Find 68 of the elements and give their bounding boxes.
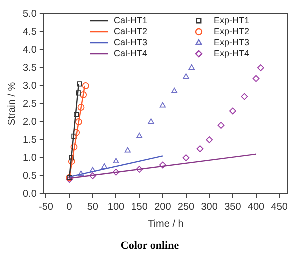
text: Color online (120, 240, 180, 252)
point (182, 154, 190, 162)
point (188, 64, 195, 70)
y-tick-label: 1.0 (22, 152, 38, 164)
point (73, 129, 80, 136)
y-tick-label: 2.5 (22, 98, 38, 110)
point (113, 158, 120, 164)
y-tick-label: 1.5 (22, 134, 38, 146)
legend-label: Exp-HT1 (214, 15, 250, 26)
legend-label: Exp-HT3 (214, 37, 250, 48)
point (218, 122, 225, 130)
point (90, 167, 96, 173)
point (241, 93, 248, 100)
point (78, 170, 84, 176)
y-tick-label: 2.0 (22, 116, 38, 128)
point (136, 166, 144, 173)
point (80, 92, 88, 98)
x-tick-label: 100 (108, 202, 126, 213)
x-tick-label: 50 (87, 202, 99, 213)
point (72, 134, 77, 139)
point (76, 90, 82, 96)
point (69, 155, 74, 161)
y-tick-label: 5.0 (22, 8, 38, 20)
point (183, 74, 190, 79)
point (148, 118, 154, 124)
point (159, 162, 166, 169)
y-tick-label: 3.5 (22, 62, 38, 74)
point (74, 112, 80, 118)
y-tick-label: 4.0 (22, 44, 38, 56)
x-tick-label: 250 (178, 202, 196, 213)
y-axis-title: Strain / % (6, 82, 18, 126)
x-tick-label: 300 (201, 202, 218, 213)
point (136, 132, 143, 138)
point (78, 104, 85, 112)
point (229, 108, 236, 115)
x-tick-label: 450 (271, 202, 288, 213)
point (196, 146, 204, 152)
point (70, 144, 78, 151)
point (172, 88, 178, 94)
x-axis-title: Time / h (148, 218, 184, 230)
x-tick-label: 400 (248, 202, 266, 213)
point (257, 64, 264, 72)
x-tick-label: 200 (154, 202, 172, 213)
point (112, 168, 120, 176)
point (206, 136, 214, 144)
y-tick-label: 4.5 (22, 26, 38, 38)
point (124, 147, 131, 153)
point (89, 172, 96, 180)
point (102, 164, 108, 169)
point (82, 82, 90, 90)
legend-label: Cal-HT4 (114, 48, 148, 58)
point (77, 82, 82, 87)
x-tick-label: 0 (66, 202, 73, 213)
point (68, 158, 76, 166)
legend-label: Exp-HT4 (214, 48, 250, 58)
legend-label: Cal-HT2 (114, 26, 148, 36)
legend-label: Cal-HT1 (114, 15, 148, 26)
y-tick-label: 0.0 (22, 188, 38, 200)
point (75, 118, 82, 126)
y-tick-label: 3.0 (22, 80, 38, 92)
point (252, 75, 260, 82)
point (160, 102, 166, 108)
legend-label: Cal-HT3 (114, 37, 148, 48)
legend-label: Exp-HT2 (214, 26, 250, 36)
x-tick-label: -50 (39, 202, 54, 213)
x-tick-label: 350 (224, 202, 242, 213)
y-tick-label: 0.5 (22, 170, 38, 182)
x-tick-label: 150 (131, 202, 148, 213)
